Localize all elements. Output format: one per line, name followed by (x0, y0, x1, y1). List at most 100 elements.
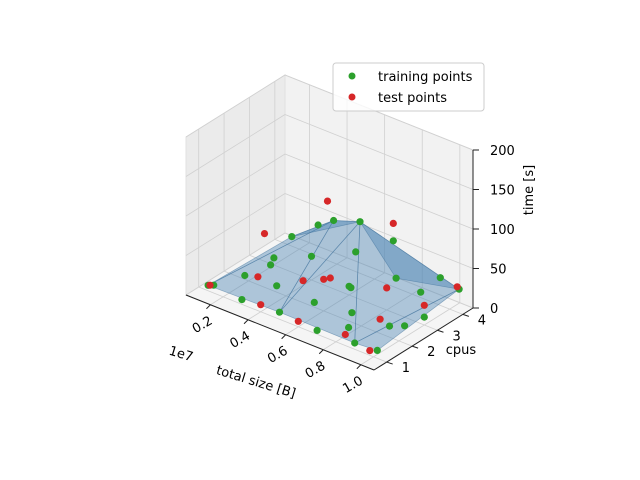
surface-facet (353, 288, 460, 351)
legend-marker-test (348, 93, 356, 101)
test-point (323, 197, 332, 205)
y-tick-mark (411, 345, 419, 349)
training-point (288, 233, 296, 241)
y-tick-mark (437, 329, 444, 333)
grid-line-y (249, 254, 438, 331)
test-point (260, 230, 269, 238)
y-axis-label: cpus (446, 343, 477, 358)
legend-label-training: training points (378, 70, 473, 85)
grid-line-z (284, 232, 474, 309)
x-tick-mark (318, 349, 324, 355)
training-point (420, 313, 428, 321)
z-tick-label: 50 (490, 263, 507, 278)
training-point (310, 298, 318, 306)
grid-line-z (185, 232, 286, 296)
grid-line-x (323, 287, 423, 351)
x-tick-label: 0.8 (303, 359, 328, 382)
y-tick-mark (386, 361, 393, 365)
training-point (267, 261, 275, 269)
z-tick-label: 200 (490, 144, 515, 159)
training-point (330, 216, 338, 225)
training-point (392, 274, 400, 282)
surface-facet (291, 220, 361, 237)
test-point (366, 347, 374, 355)
training-point (270, 254, 278, 262)
training-point (347, 284, 355, 292)
x-tick-label: 0.4 (228, 329, 253, 352)
grid-line-x (285, 272, 385, 336)
training-point (389, 237, 397, 245)
surface-facet (359, 221, 460, 290)
training-point (275, 308, 284, 316)
training-point (356, 218, 364, 226)
x-tick-label: 1.0 (340, 374, 365, 397)
test-point (320, 275, 328, 283)
grid-line-z (185, 193, 286, 256)
grid-line-x (210, 242, 310, 306)
test-point (389, 219, 397, 227)
grid-line-z (284, 153, 474, 230)
z-tick-label: 0 (490, 302, 498, 317)
grid-line-z (185, 153, 286, 217)
training-point (351, 339, 359, 347)
grid-line-z (284, 114, 474, 190)
y-tick-label: 2 (427, 345, 435, 360)
training-point (373, 346, 381, 354)
training-point (238, 296, 246, 304)
x-tick-mark (281, 334, 286, 340)
z-tick-label: 150 (490, 184, 515, 199)
grid-line-z (284, 74, 474, 151)
test-point (376, 315, 384, 323)
training-point (401, 322, 409, 330)
x-tick-mark (243, 319, 249, 325)
test-point (257, 301, 265, 309)
x-tick-mark (356, 364, 362, 370)
grid-line-y (198, 286, 387, 363)
grid-line-z (284, 193, 474, 269)
training-point (345, 323, 353, 332)
x-axis-line (185, 294, 375, 371)
training-point (385, 322, 394, 330)
test-point (383, 284, 391, 292)
y-axis-line (373, 307, 474, 371)
x-tick-mark (206, 304, 211, 310)
legend: training points test points (332, 62, 485, 112)
test-point (254, 273, 262, 281)
y-tick-mark (462, 313, 470, 317)
x-offset-label: 1e7 (167, 344, 195, 366)
grid-line-x (360, 302, 461, 366)
legend-frame (332, 62, 485, 112)
y-tick-label: 3 (453, 329, 461, 344)
training-point (273, 282, 281, 290)
test-point (420, 301, 428, 309)
training-point (313, 326, 321, 334)
legend-label-test: test points (378, 91, 447, 106)
x-axis-label: total size [B] (214, 363, 297, 401)
test-point (453, 283, 461, 291)
training-point (241, 271, 249, 280)
training-point (417, 288, 425, 296)
test-point (294, 317, 302, 325)
grid-line-z (185, 74, 286, 138)
training-point (307, 252, 316, 260)
z-tick-label: 100 (490, 223, 515, 238)
training-point (314, 221, 322, 229)
grid-line-z (185, 114, 286, 177)
y-tick-label: 1 (402, 361, 410, 376)
legend-marker-training (348, 72, 356, 80)
x-tick-label: 0.2 (190, 314, 215, 337)
test-point (206, 281, 214, 289)
test-point (326, 274, 334, 282)
z-axis-label: time [s] (522, 165, 537, 215)
test-point (341, 330, 349, 339)
grid-line-y (274, 238, 463, 315)
grid-line-x (247, 257, 348, 321)
training-point (348, 309, 356, 317)
x-tick-label: 0.6 (265, 344, 290, 367)
grid-line-y (223, 270, 413, 347)
training-point (352, 248, 360, 256)
training-point (436, 274, 444, 282)
test-point (299, 277, 307, 285)
y-tick-label: 4 (478, 313, 486, 328)
